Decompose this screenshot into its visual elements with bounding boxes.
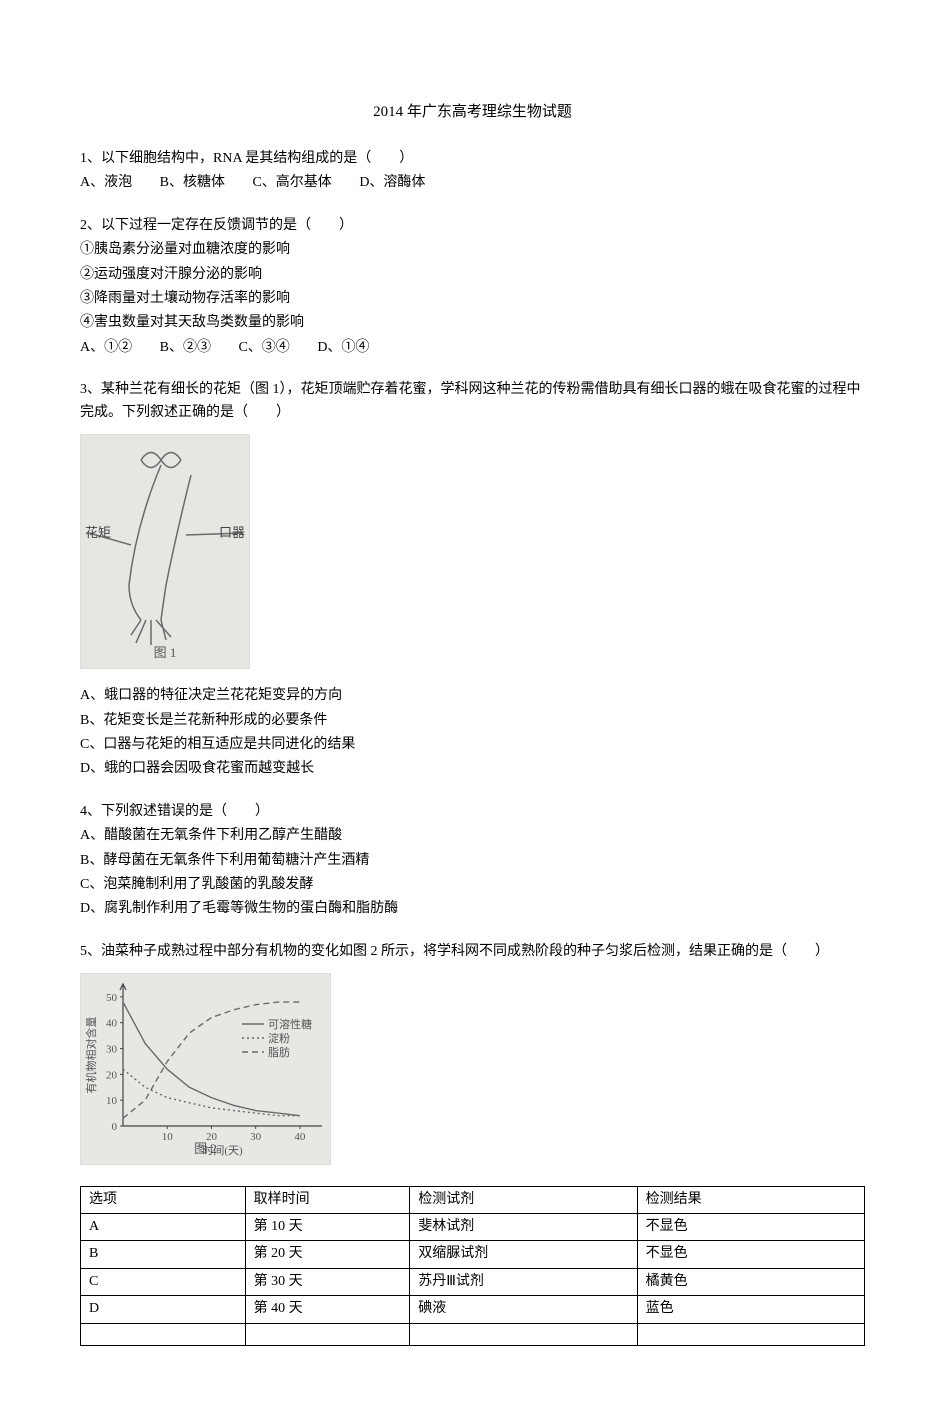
svg-text:可溶性糖: 可溶性糖: [268, 1017, 312, 1031]
q2-item-1: ①胰岛素分泌量对血糖浓度的影响: [80, 239, 865, 261]
figure-2-caption: 图 2: [81, 1139, 330, 1160]
table-row: B第 20 天双缩脲试剂不显色: [81, 1241, 865, 1268]
q2-item-4: ④害虫数量对其天敌鸟类数量的影响: [80, 312, 865, 334]
q4-options: A、醋酸菌在无氧条件下利用乙醇产生醋酸 B、酵母菌在无氧条件下利用葡萄糖汁产生酒…: [80, 825, 865, 921]
table-row: A第 10 天斐林试剂不显色: [81, 1213, 865, 1240]
table-cell-option: D: [81, 1296, 246, 1323]
q3-option-d: D、蛾的口器会因吸食花蜜而越变越长: [80, 758, 865, 780]
q3-options: A、蛾口器的特征决定兰花花矩变异的方向 B、花矩变长是兰花新种形成的必要条件 C…: [80, 685, 865, 781]
table-cell-result: 蓝色: [637, 1296, 864, 1323]
table-cell-time: 第 40 天: [245, 1296, 410, 1323]
figure-1-illustration: [81, 435, 250, 669]
q4-text: 4、下列叙述错误的是（ ）: [80, 801, 865, 823]
table-cell-time: 第 30 天: [245, 1268, 410, 1295]
table-cell-time: 第 20 天: [245, 1241, 410, 1268]
th-option: 选项: [81, 1186, 246, 1213]
question-4: 4、下列叙述错误的是（ ） A、醋酸菌在无氧条件下利用乙醇产生醋酸 B、酵母菌在…: [80, 801, 865, 921]
svg-text:0: 0: [112, 1121, 118, 1133]
q2-item-3: ③降雨量对土壤动物存活率的影响: [80, 288, 865, 310]
svg-text:30: 30: [106, 1044, 118, 1056]
table-cell-result: 橘黄色: [637, 1268, 864, 1295]
q3-text: 3、某种兰花有细长的花矩（图 1），花矩顶端贮存着花蜜，学科网这种兰花的传粉需借…: [80, 379, 865, 424]
svg-text:淀粉: 淀粉: [268, 1031, 290, 1045]
q4-option-d: D、腐乳制作利用了毛霉等微生物的蛋白酶和脂肪酶: [80, 898, 865, 920]
svg-text:50: 50: [106, 992, 118, 1004]
figure-1-label-left: 花矩: [85, 523, 111, 544]
table-cell-option: B: [81, 1241, 246, 1268]
svg-text:脂肪: 脂肪: [268, 1045, 290, 1059]
figure-2: 0102030405010203040时间(天)有机物相对含量可溶性糖淀粉脂肪 …: [80, 973, 331, 1165]
q2-option-b: B、②③: [160, 340, 211, 355]
svg-text:40: 40: [106, 1018, 118, 1030]
question-1: 1、以下细胞结构中，RNA 是其结构组成的是（ ） A、液泡 B、核糖体 C、高…: [80, 148, 865, 195]
table-cell-time: 第 10 天: [245, 1213, 410, 1240]
q2-option-a: A、①②: [80, 340, 132, 355]
q2-options: A、①② B、②③ C、③④ D、①④: [80, 337, 865, 359]
table-empty-row: [81, 1323, 865, 1345]
figure-1-label-right: 口器: [219, 523, 245, 544]
q2-text: 2、以下过程一定存在反馈调节的是（ ）: [80, 215, 865, 237]
q1-option-c: C、高尔基体: [252, 175, 331, 190]
q3-option-b: B、花矩变长是兰花新种形成的必要条件: [80, 710, 865, 732]
th-reagent: 检测试剂: [410, 1186, 637, 1213]
q5-table: 选项 取样时间 检测试剂 检测结果 A第 10 天斐林试剂不显色B第 20 天双…: [80, 1186, 865, 1346]
table-cell-result: 不显色: [637, 1241, 864, 1268]
svg-text:有机物相对含量: 有机物相对含量: [84, 1017, 98, 1094]
table-cell-option: C: [81, 1268, 246, 1295]
table-cell-option: A: [81, 1213, 246, 1240]
question-2: 2、以下过程一定存在反馈调节的是（ ） ①胰岛素分泌量对血糖浓度的影响 ②运动强…: [80, 215, 865, 359]
figure-1-caption: 图 1: [81, 643, 249, 664]
page-title: 2014 年广东高考理综生物试题: [80, 100, 865, 124]
question-5: 5、油菜种子成熟过程中部分有机物的变化如图 2 所示，将学科网不同成熟阶段的种子…: [80, 941, 865, 1346]
q1-option-a: A、液泡: [80, 175, 132, 190]
th-result: 检测结果: [637, 1186, 864, 1213]
q2-option-c: C、③④: [238, 340, 289, 355]
q4-option-a: A、醋酸菌在无氧条件下利用乙醇产生醋酸: [80, 825, 865, 847]
q1-options: A、液泡 B、核糖体 C、高尔基体 D、溶酶体: [80, 172, 865, 194]
th-time: 取样时间: [245, 1186, 410, 1213]
svg-text:10: 10: [106, 1095, 118, 1107]
figure-2-chart: 0102030405010203040时间(天)有机物相对含量可溶性糖淀粉脂肪: [81, 974, 331, 1165]
table-header-row: 选项 取样时间 检测试剂 检测结果: [81, 1186, 865, 1213]
q1-text: 1、以下细胞结构中，RNA 是其结构组成的是（ ）: [80, 148, 865, 170]
q3-option-a: A、蛾口器的特征决定兰花花矩变异的方向: [80, 685, 865, 707]
table-cell-result: 不显色: [637, 1213, 864, 1240]
table-row: D第 40 天碘液蓝色: [81, 1296, 865, 1323]
question-3: 3、某种兰花有细长的花矩（图 1），花矩顶端贮存着花蜜，学科网这种兰花的传粉需借…: [80, 379, 865, 781]
q3-option-c: C、口器与花矩的相互适应是共同进化的结果: [80, 734, 865, 756]
table-cell-reagent: 双缩脲试剂: [410, 1241, 637, 1268]
table-row: C第 30 天苏丹Ⅲ试剂橘黄色: [81, 1268, 865, 1295]
table-cell-reagent: 苏丹Ⅲ试剂: [410, 1268, 637, 1295]
table-cell-reagent: 斐林试剂: [410, 1213, 637, 1240]
q2-option-d: D、①④: [317, 340, 369, 355]
svg-text:20: 20: [106, 1070, 118, 1082]
q4-option-b: B、酵母菌在无氧条件下利用葡萄糖汁产生酒精: [80, 850, 865, 872]
figure-1: 花矩 口器 图 1: [80, 434, 250, 669]
q4-option-c: C、泡菜腌制利用了乳酸菌的乳酸发酵: [80, 874, 865, 896]
q1-option-d: D、溶酶体: [359, 175, 425, 190]
q5-text: 5、油菜种子成熟过程中部分有机物的变化如图 2 所示，将学科网不同成熟阶段的种子…: [80, 941, 865, 963]
q1-option-b: B、核糖体: [160, 175, 225, 190]
table-cell-reagent: 碘液: [410, 1296, 637, 1323]
q2-item-2: ②运动强度对汗腺分泌的影响: [80, 264, 865, 286]
